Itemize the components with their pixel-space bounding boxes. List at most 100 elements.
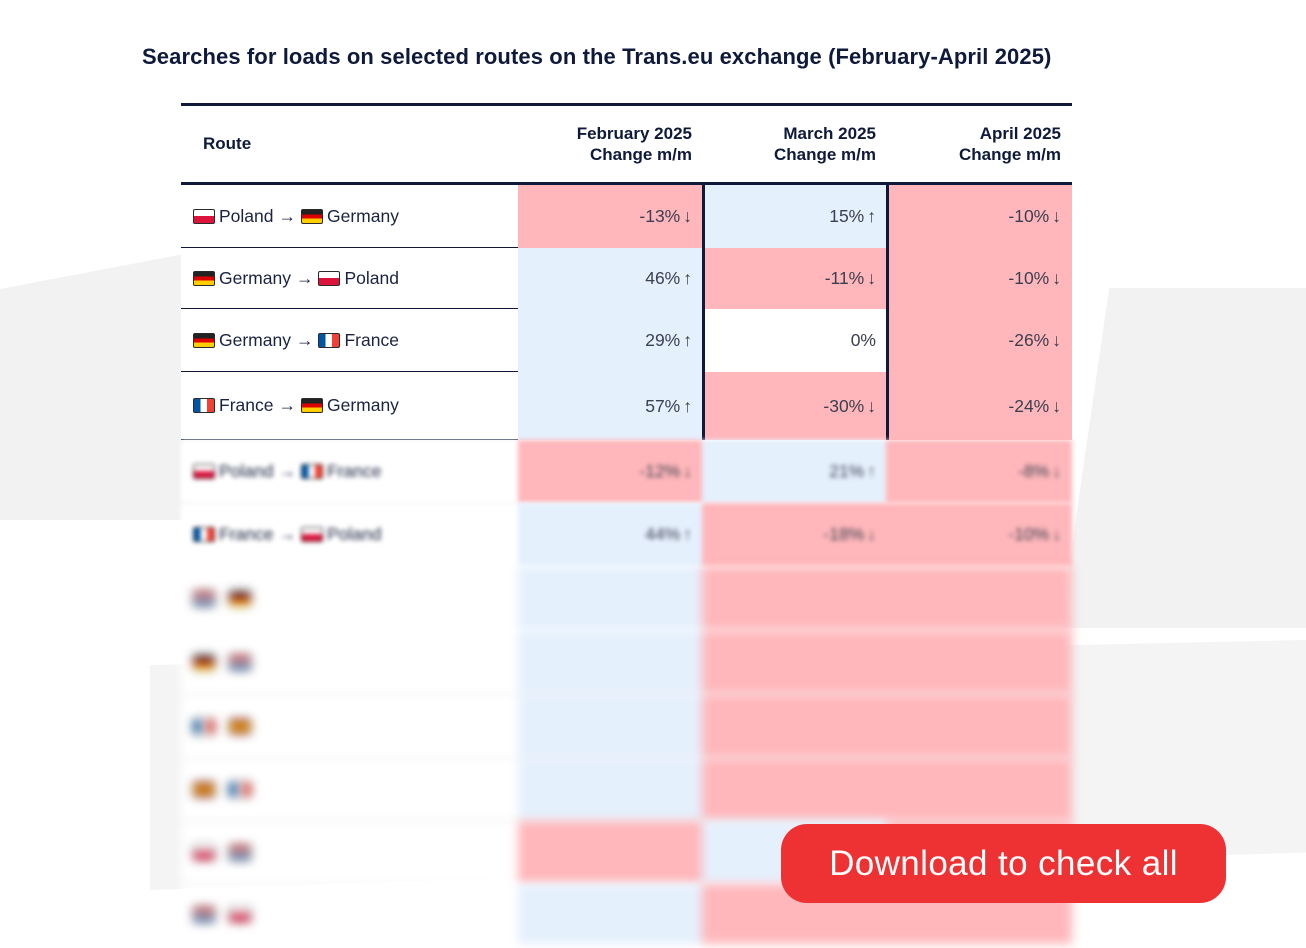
poland-flag-icon: [300, 527, 323, 542]
germany-flag-icon: [301, 208, 323, 224]
arrow-down-icon: ↓: [1052, 330, 1061, 350]
feb-change-cell: -12% ↓: [518, 440, 702, 503]
mar-change-value: -30%: [823, 395, 865, 416]
table-row-blurred: Poland → France -12% ↓ 21% ↑ -8% ↓: [181, 440, 1072, 503]
route-cell: [181, 566, 518, 630]
mar-change-cell: 15% ↑: [702, 185, 886, 248]
poland-flag-icon: [193, 464, 215, 479]
apr-change-value: -10%: [1008, 206, 1050, 226]
column-header-march: March 2025 Change m/m: [702, 106, 886, 182]
mar-change-cell: [702, 694, 886, 758]
poland-flag-icon: [193, 845, 215, 860]
mar-change-cell: 21% ↑: [702, 440, 886, 503]
mar-change-cell: [702, 758, 886, 821]
apr-change-value: -26%: [1008, 330, 1050, 350]
mar-change-cell: [702, 566, 886, 630]
mar-change-value: -18%: [823, 524, 865, 544]
germany-flag-icon: [193, 332, 215, 348]
mar-change-cell: 0%: [702, 309, 886, 372]
table-header: Route February 2025 Change m/m March 202…: [181, 103, 1072, 185]
table-row-hidden: [181, 566, 1072, 630]
route-cell: [181, 630, 518, 694]
apr-change-value: -8%: [1018, 461, 1050, 481]
apr-change-cell: [886, 630, 1072, 694]
download-button[interactable]: Download to check all: [781, 824, 1226, 903]
feb-change-cell: 29% ↑: [518, 309, 702, 372]
route-from: Germany: [219, 267, 291, 288]
mar-change-cell: -11% ↓: [702, 248, 886, 309]
mar-change-value: 15%: [829, 206, 865, 226]
netherlands-flag-icon: [229, 845, 251, 860]
apr-change-cell: [886, 566, 1072, 630]
apr-change-cell: [886, 758, 1072, 821]
france-flag-icon: [229, 782, 251, 797]
route-cell: [181, 884, 518, 944]
apr-change-cell: [886, 694, 1072, 758]
mar-change-cell: -18% ↓: [702, 503, 886, 566]
column-header-march-month: March 2025: [783, 124, 876, 143]
arrow-down-icon: ↓: [1052, 461, 1061, 481]
column-header-february-sub: Change m/m: [589, 145, 692, 164]
route-to: Poland: [326, 524, 382, 544]
france-flag-icon: [193, 398, 215, 413]
netherlands-flag-icon: [229, 654, 251, 670]
column-header-april-sub: Change m/m: [958, 145, 1061, 164]
route-cell: France → Poland: [181, 503, 518, 566]
page-title: Searches for loads on selected routes on…: [142, 44, 1052, 69]
apr-change-cell: -10% ↓: [886, 248, 1072, 309]
route-arrow-icon: →: [295, 267, 314, 288]
feb-change-cell: [518, 884, 702, 944]
arrow-up-icon: ↑: [683, 268, 692, 288]
arrow-up-icon: ↑: [683, 524, 692, 544]
feb-change-cell: [518, 694, 702, 758]
route-to: Germany: [327, 205, 399, 226]
spain-flag-icon: [229, 718, 251, 734]
route-cell: Germany → Poland: [181, 248, 518, 309]
poland-flag-icon: [193, 208, 215, 224]
arrow-down-icon: ↓: [867, 268, 876, 288]
poland-flag-icon: [318, 270, 341, 286]
apr-change-value: -24%: [1008, 395, 1050, 416]
feb-change-cell: 57% ↑: [518, 372, 702, 440]
column-header-february: February 2025 Change m/m: [518, 106, 702, 182]
table-row-hidden: [181, 694, 1072, 758]
apr-change-cell: -26% ↓: [886, 309, 1072, 372]
feb-change-cell: 46% ↑: [518, 248, 702, 309]
column-header-march-sub: Change m/m: [773, 145, 876, 164]
route-to: France: [327, 461, 382, 481]
route-cell: [181, 758, 518, 821]
route-arrow-icon: →: [278, 205, 297, 226]
table-row-blurred: France → Poland 44% ↑ -18% ↓ -10% ↓: [181, 503, 1072, 566]
feb-change-value: -12%: [639, 461, 681, 481]
netherlands-flag-icon: [193, 590, 215, 606]
column-header-april-month: April 2025: [979, 124, 1061, 143]
feb-change-cell: 44% ↑: [518, 503, 702, 566]
mar-change-cell: -30% ↓: [702, 372, 886, 440]
table-row-hidden: [181, 630, 1072, 694]
background-shape-right: [1060, 288, 1306, 628]
germany-flag-icon: [193, 270, 215, 286]
france-flag-icon: [193, 718, 215, 734]
feb-change-cell: [518, 821, 702, 884]
arrow-up-icon: ↑: [867, 461, 876, 481]
column-header-route: Route: [203, 134, 252, 153]
route-arrow-icon: →: [278, 395, 296, 415]
route-from: France: [219, 524, 274, 544]
mar-change-cell: [702, 630, 886, 694]
germany-flag-icon: [300, 398, 323, 413]
spain-flag-icon: [193, 782, 215, 797]
feb-change-cell: -13% ↓: [518, 185, 702, 248]
arrow-down-icon: ↓: [1052, 206, 1061, 226]
poland-flag-icon: [229, 906, 251, 922]
column-header-february-month: February 2025: [576, 124, 692, 143]
route-from: Poland: [219, 461, 274, 481]
apr-change-value: -10%: [1008, 524, 1050, 544]
routes-table: Route February 2025 Change m/m March 202…: [181, 103, 1072, 944]
route-cell: France → Germany: [181, 372, 518, 440]
france-flag-icon: [193, 527, 215, 542]
route-from: France: [219, 395, 274, 415]
arrow-down-icon: ↓: [867, 395, 876, 416]
column-header-april: April 2025 Change m/m: [886, 106, 1072, 182]
france-flag-icon: [318, 332, 341, 348]
germany-flag-icon: [229, 590, 251, 606]
